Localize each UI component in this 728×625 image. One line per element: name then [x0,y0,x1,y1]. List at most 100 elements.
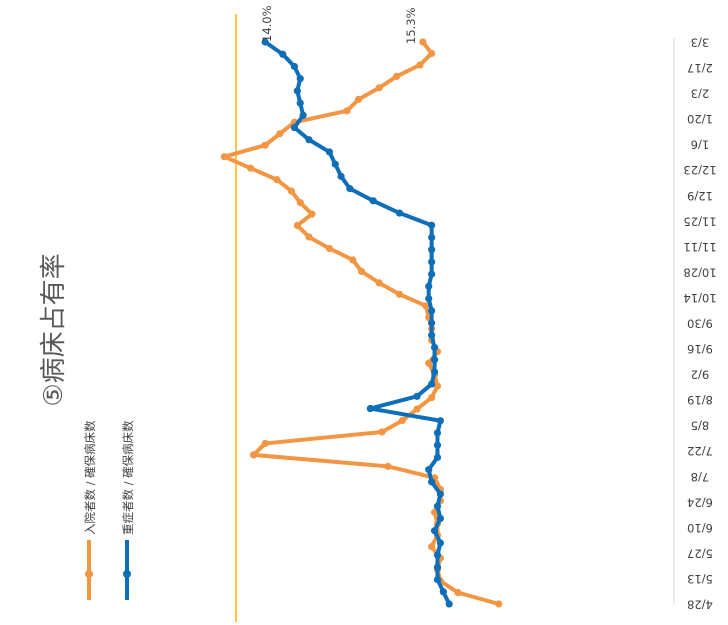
x-tick-label: 12/23 [683,163,716,177]
x-tick-label: 7/8 [691,470,710,484]
series-0-point [375,279,383,287]
series-1-point [428,380,436,388]
x-tick-label: 7/22 [687,444,713,458]
series-0-point [425,359,433,367]
series-0-point [416,61,424,69]
x-tick-label: 9/16 [687,342,713,356]
series-1-point [337,172,345,180]
series-1-point [430,368,439,376]
series-1-point [445,600,453,608]
series-1-point [346,185,354,193]
series-0-point [276,130,284,138]
series-0-point [395,290,404,298]
series-0-point [261,439,269,448]
series-1-point [413,392,421,400]
series-0-point [393,72,401,81]
series-0-point [287,187,296,195]
data-labels: 15.3% 14.0% [260,5,418,44]
plot-area [220,38,503,608]
x-tick-label: 8/5 [691,419,710,433]
legend-label-admitted: 入院者数 / 確保病床数 [83,420,97,535]
series-1-point [428,221,436,229]
series-1-point [369,197,377,205]
x-tick-label: 4/28 [687,598,713,612]
series-1-point [366,404,374,413]
series-0-point [273,176,281,184]
x-tick-label: 1/20 [687,112,713,126]
series-1-point [433,453,442,461]
x-tick-label: 10/28 [683,265,716,279]
series-1-point [428,478,436,486]
series-0-point [293,221,301,230]
x-tick-label: 12/9 [687,189,713,203]
series-1-point [428,233,436,242]
series-1-point [299,111,307,119]
series-1-point [305,136,313,144]
x-tick-label: 5/13 [687,572,713,586]
series-1-point [433,429,442,437]
series-1-point [261,38,269,46]
series-0-point [433,382,442,390]
series-0-point [355,95,363,103]
legend-entry-severe: 重症者数 / 確保病床数 [121,420,135,600]
series-1-point [290,123,298,132]
legend-marker-admitted [85,570,93,578]
x-tick-label: 11/25 [683,214,716,228]
series-1-point [279,50,287,58]
series-1-point [428,319,436,327]
x-tick-label: 10/14 [683,291,716,305]
x-tick-label: 2/3 [691,87,710,101]
chart-title: ⑤病床占有率 [39,253,69,406]
series-1-point [425,282,433,290]
series-0-point [220,153,228,161]
series-0-point [430,508,439,516]
series-1-point [433,551,442,559]
series-0-point [398,416,407,425]
legend-label-severe: 重症者数 / 確保病床数 [121,420,135,535]
series-0-point [357,267,366,275]
series-0-point [428,393,436,402]
x-tick-label: 6/10 [687,521,713,535]
series-0-point [343,107,351,115]
series-1-point [428,307,436,315]
series-1-point [290,62,298,71]
series-0-point [249,451,258,459]
series-0-point [247,164,255,172]
series-1-point [433,441,442,449]
series-1-point [395,209,404,217]
series-1-point [425,466,433,474]
x-tick-label: 3/3 [691,36,710,50]
series-1-point [331,160,339,168]
series-1-point [436,417,444,425]
series-0-point [296,198,304,207]
series-1-point [430,343,439,352]
series-0-point [261,141,269,149]
series-1-point [433,502,442,510]
legend-entry-admitted: 入院者数 / 確保病床数 [83,420,97,600]
x-tick-label: 11/11 [683,240,716,254]
series-1-point [436,539,444,547]
series-0-point [375,84,383,92]
x-tick-label: 9/30 [687,317,713,331]
series-0-point [378,428,386,436]
series-1-point [425,294,433,303]
series-0-point [308,210,316,218]
x-tick-label: 1/6 [691,138,710,152]
series-1-point [433,563,442,571]
series-0-point [419,38,427,46]
x-tick-label: 5/27 [687,546,713,560]
series-0-point [325,244,334,253]
x-tick-label: 8/19 [687,393,713,407]
series-0-point [454,588,462,597]
series-1-point [428,246,436,254]
series-0-point [349,256,357,264]
x-tick-label: 9/2 [691,368,710,382]
series-1-point [325,148,334,156]
series-1-point [428,258,436,266]
x-tick-label: 6/24 [687,495,713,509]
series-0-point [428,49,436,58]
series-0-point [384,462,392,470]
series-1-point [430,527,439,535]
data-label-orange_last: 15.3% [404,7,418,44]
series-0-point [413,405,421,413]
